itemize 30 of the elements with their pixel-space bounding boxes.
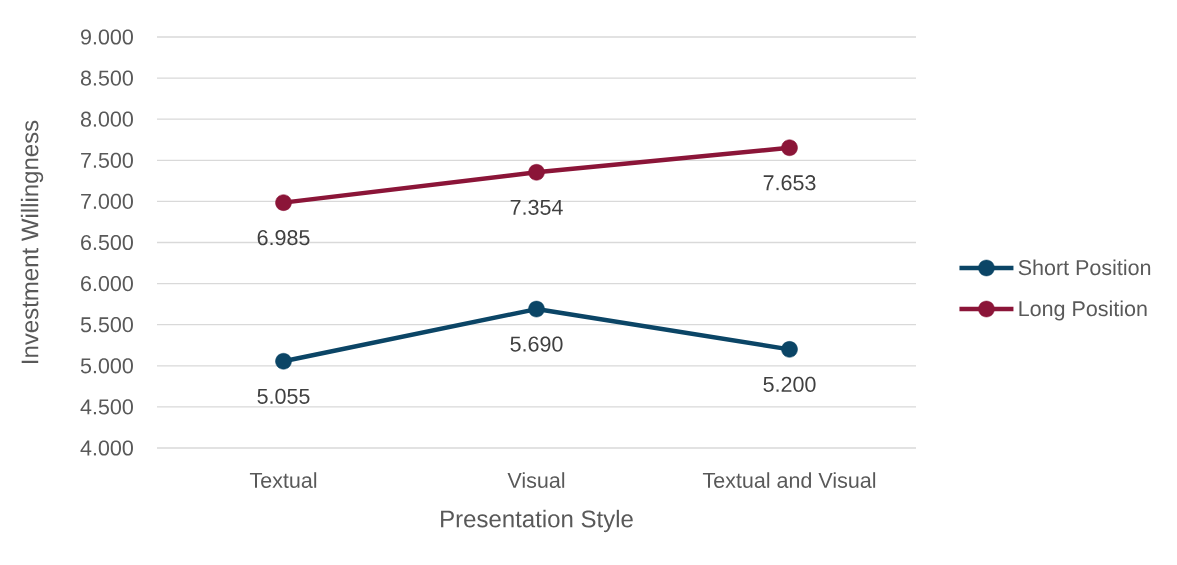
data-label: 7.354 (510, 199, 563, 215)
y-tick-label: 6.000 (81, 275, 133, 292)
data-label: 6.985 (257, 230, 310, 246)
x-tick-label: Visual (507, 472, 565, 488)
y-tick-label: 7.500 (81, 152, 133, 168)
x-tick-label: Textual (249, 472, 317, 488)
x-axis-title: Presentation Style (441, 509, 633, 533)
legend-label: Short Position (1018, 259, 1151, 276)
data-label: 5.055 (257, 388, 310, 404)
point (781, 341, 798, 358)
data-label: 7.653 (763, 175, 816, 191)
point (781, 139, 798, 156)
data-label: 5.690 (510, 336, 563, 352)
point (528, 300, 545, 318)
y-tick-label: 8.500 (80, 70, 133, 86)
y-tick-label: 5.500 (80, 317, 133, 333)
y-axis-title: Investment Willingness (20, 120, 44, 363)
y-tick-label: 5.000 (80, 358, 133, 374)
y-tick-label: 9.000 (81, 29, 133, 45)
y-tick-label: 8.000 (80, 111, 133, 127)
point (275, 353, 292, 370)
point (528, 164, 545, 181)
x-tick-label: Textual and Visual (702, 472, 876, 488)
y-tick-label: 4.500 (80, 399, 133, 415)
y-tick-label: 6.500 (81, 234, 133, 251)
legend-label: Long Position (1019, 300, 1147, 321)
y-tick-label: 4.000 (80, 440, 133, 456)
y-tick-label: 7.000 (81, 193, 133, 209)
point (275, 194, 292, 211)
data-label: 5.200 (763, 376, 816, 392)
